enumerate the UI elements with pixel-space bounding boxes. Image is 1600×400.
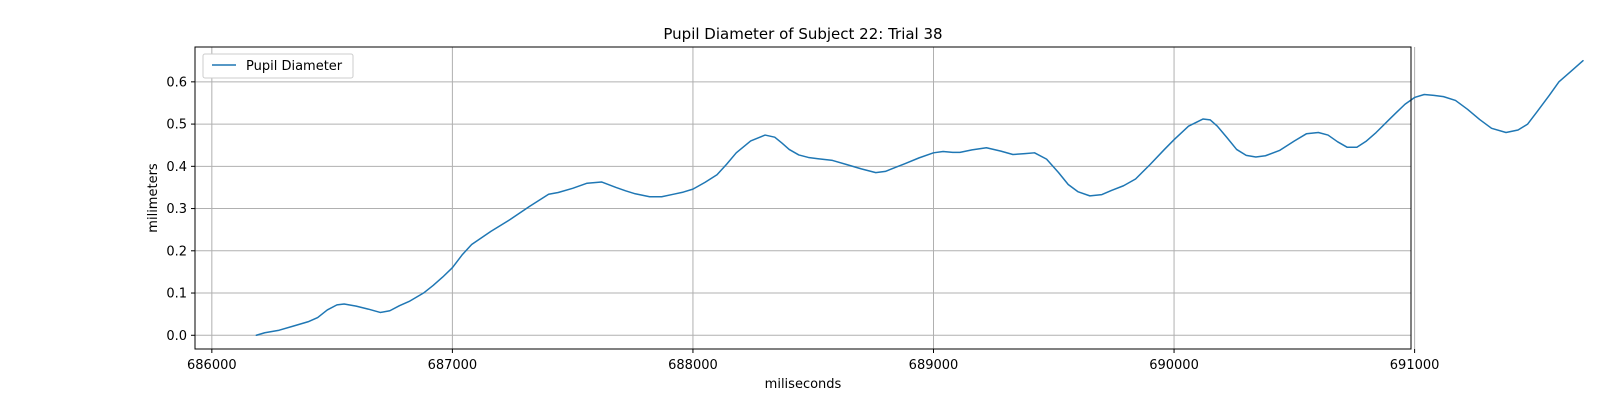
x-tick-label: 688000 bbox=[668, 358, 718, 373]
legend: Pupil Diameter bbox=[202, 53, 354, 79]
x-axis-label: miliseconds bbox=[765, 377, 842, 392]
y-tick-label: 0.6 bbox=[166, 75, 187, 90]
x-tick-label: 690000 bbox=[1149, 358, 1199, 373]
x-tick-label: 689000 bbox=[909, 358, 959, 373]
x-tick-label: 687000 bbox=[428, 358, 478, 373]
y-axis-ticks: 0.0 0.1 0.2 0.3 0.4 0.5 0.6 bbox=[166, 75, 195, 344]
grid-lines bbox=[195, 47, 1416, 349]
y-axis-label: milimeters bbox=[146, 163, 161, 233]
y-tick-label: 0.3 bbox=[166, 202, 187, 217]
legend-label: Pupil Diameter bbox=[246, 59, 343, 74]
y-tick-label: 0.0 bbox=[166, 329, 187, 344]
chart-title: Pupil Diameter of Subject 22: Trial 38 bbox=[663, 25, 942, 43]
y-tick-label: 0.5 bbox=[166, 118, 187, 133]
pupil-diameter-line bbox=[255, 59, 1584, 337]
plot-frame bbox=[194, 46, 1412, 350]
x-axis-ticks: 686000 687000 688000 689000 690000 691000 bbox=[187, 349, 1439, 373]
x-tick-label: 686000 bbox=[187, 358, 237, 373]
y-tick-label: 0.2 bbox=[166, 244, 187, 259]
x-tick-label: 691000 bbox=[1390, 358, 1440, 373]
plot-area bbox=[195, 47, 1411, 349]
y-tick-label: 0.4 bbox=[166, 160, 187, 175]
y-tick-label: 0.1 bbox=[166, 287, 187, 302]
legend-box bbox=[202, 53, 354, 79]
